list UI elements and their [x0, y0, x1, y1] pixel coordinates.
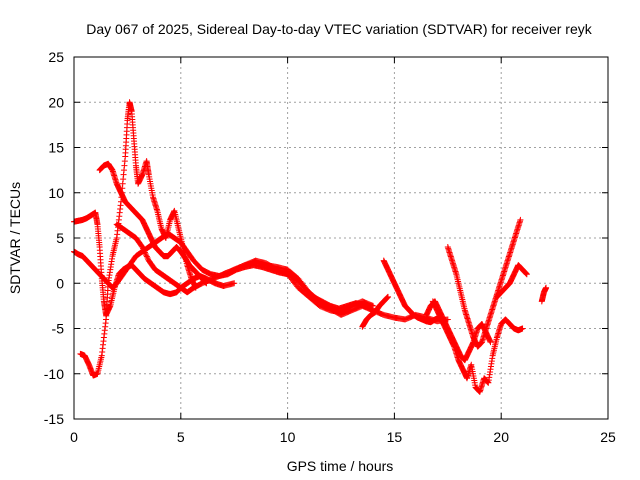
data-points	[71, 99, 550, 395]
x-tick-label: 20	[493, 429, 509, 445]
data-point	[231, 280, 238, 287]
y-tick-label: 0	[56, 275, 64, 291]
x-axis-label: GPS time / hours	[287, 458, 394, 474]
series-sat-K	[423, 298, 494, 364]
y-tick-label: 20	[48, 94, 64, 110]
x-tick-label: 15	[387, 429, 403, 445]
data-point	[143, 252, 150, 259]
data-point	[143, 253, 150, 260]
data-point	[517, 216, 524, 223]
y-tick-label: 10	[48, 185, 64, 201]
data-point	[543, 284, 550, 291]
data-point	[141, 249, 148, 256]
y-tick-label: -5	[52, 321, 65, 337]
data-point	[519, 325, 526, 332]
data-point	[139, 245, 146, 252]
data-point	[523, 271, 530, 278]
data-point	[487, 339, 494, 346]
series-sat-H	[359, 293, 391, 330]
data-point	[384, 293, 391, 300]
series-sat-M	[538, 284, 550, 305]
data-point	[139, 244, 146, 251]
data-point	[140, 246, 147, 253]
x-tick-label: 5	[177, 429, 185, 445]
y-axis-label: SDTVAR / TECUs	[7, 182, 23, 294]
data-point	[142, 250, 149, 257]
x-tick-label: 25	[600, 429, 616, 445]
grid	[74, 57, 608, 419]
series-sat-L	[493, 262, 530, 300]
y-tick-label: 5	[56, 230, 64, 246]
chart-title: Day 067 of 2025, Sidereal Day-to-day VTE…	[86, 21, 592, 37]
x-tick-label: 0	[70, 429, 78, 445]
y-tick-label: 15	[48, 140, 64, 156]
series-sat-A	[71, 209, 238, 318]
x-tick-label: 10	[280, 429, 296, 445]
data-point	[141, 248, 148, 255]
series-sat-C	[77, 99, 199, 379]
series-sat-F	[220, 259, 451, 325]
data-point	[144, 254, 151, 261]
y-tick-label: -10	[44, 366, 64, 382]
y-tick-label: -15	[44, 411, 64, 427]
plot-frame	[73, 56, 609, 420]
y-tick-label: 25	[48, 49, 64, 65]
